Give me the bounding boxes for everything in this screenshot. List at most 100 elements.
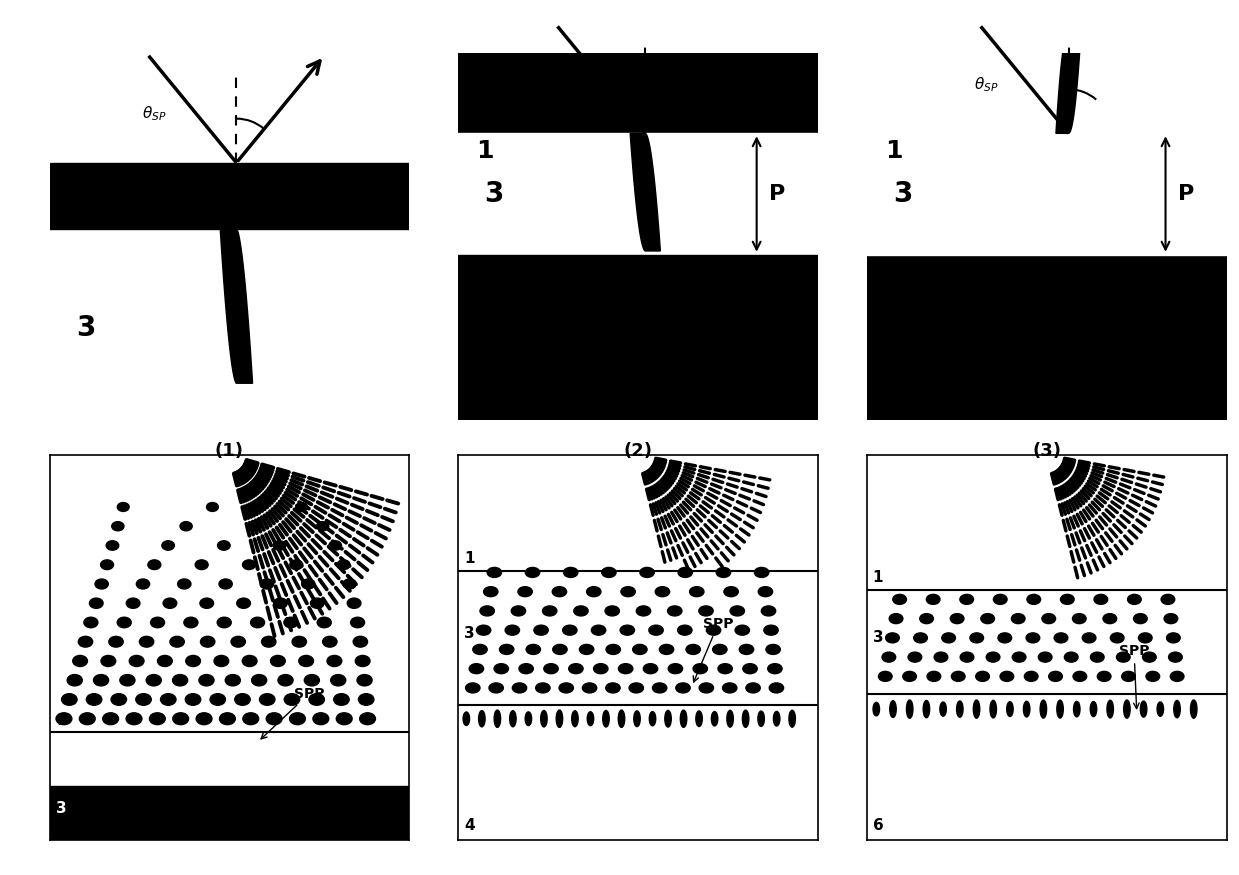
Ellipse shape <box>322 636 337 648</box>
Ellipse shape <box>986 652 1000 662</box>
Ellipse shape <box>923 701 929 717</box>
Ellipse shape <box>908 652 922 662</box>
Text: $\theta_{SP}$: $\theta_{SP}$ <box>141 105 166 123</box>
Ellipse shape <box>225 803 232 816</box>
Ellipse shape <box>678 567 693 578</box>
Ellipse shape <box>479 606 494 616</box>
Ellipse shape <box>161 694 176 705</box>
Ellipse shape <box>201 636 214 648</box>
Ellipse shape <box>1057 700 1063 718</box>
Ellipse shape <box>1142 652 1156 662</box>
Bar <box>50 786 409 840</box>
Text: (3): (3) <box>1032 442 1062 460</box>
Ellipse shape <box>278 675 294 686</box>
Ellipse shape <box>606 644 621 654</box>
Ellipse shape <box>112 522 124 531</box>
Ellipse shape <box>85 803 92 816</box>
Ellipse shape <box>668 606 681 616</box>
Ellipse shape <box>299 655 313 667</box>
Ellipse shape <box>136 579 150 589</box>
Ellipse shape <box>252 675 266 686</box>
Ellipse shape <box>556 710 563 727</box>
Ellipse shape <box>553 644 567 654</box>
Ellipse shape <box>87 694 102 705</box>
Ellipse shape <box>878 671 892 682</box>
Ellipse shape <box>634 710 641 726</box>
Ellipse shape <box>112 694 126 705</box>
Ellipse shape <box>668 663 683 674</box>
Ellipse shape <box>1103 613 1116 624</box>
Ellipse shape <box>1191 700 1197 718</box>
Ellipse shape <box>240 804 247 816</box>
Ellipse shape <box>997 633 1012 643</box>
Ellipse shape <box>250 617 265 627</box>
Ellipse shape <box>1168 652 1182 662</box>
Ellipse shape <box>1061 594 1074 605</box>
Ellipse shape <box>284 694 300 705</box>
Ellipse shape <box>1146 671 1160 682</box>
Ellipse shape <box>316 522 328 531</box>
Ellipse shape <box>893 594 907 605</box>
Ellipse shape <box>1140 701 1147 717</box>
Ellipse shape <box>712 644 727 654</box>
Ellipse shape <box>957 701 963 717</box>
Ellipse shape <box>260 579 274 589</box>
Text: 3: 3 <box>893 180 913 208</box>
Ellipse shape <box>78 636 93 648</box>
Ellipse shape <box>186 694 201 705</box>
Ellipse shape <box>873 703 880 716</box>
Ellipse shape <box>659 644 674 654</box>
Ellipse shape <box>693 663 707 674</box>
Ellipse shape <box>1027 594 1041 605</box>
Ellipse shape <box>580 644 593 654</box>
Ellipse shape <box>95 579 108 589</box>
Ellipse shape <box>1064 652 1078 662</box>
Ellipse shape <box>1094 594 1108 605</box>
Ellipse shape <box>353 636 368 648</box>
Ellipse shape <box>743 663 757 674</box>
Ellipse shape <box>643 663 658 674</box>
Ellipse shape <box>147 560 161 570</box>
Ellipse shape <box>193 802 201 817</box>
Ellipse shape <box>296 502 307 511</box>
Ellipse shape <box>724 586 738 597</box>
Ellipse shape <box>766 644 781 654</box>
Ellipse shape <box>1167 633 1181 643</box>
Ellipse shape <box>463 712 470 725</box>
Ellipse shape <box>302 803 309 816</box>
Bar <box>50 163 409 229</box>
Ellipse shape <box>519 663 533 674</box>
Text: SPP: SPP <box>261 687 325 738</box>
Ellipse shape <box>593 663 608 674</box>
Ellipse shape <box>478 710 486 727</box>
Ellipse shape <box>942 633 955 643</box>
Ellipse shape <box>336 713 352 724</box>
Ellipse shape <box>364 803 370 816</box>
Text: SPP: SPP <box>1119 644 1150 709</box>
Ellipse shape <box>56 713 72 724</box>
Ellipse shape <box>1173 700 1181 717</box>
Ellipse shape <box>742 710 748 727</box>
Ellipse shape <box>217 617 232 627</box>
Text: 1: 1 <box>885 139 903 163</box>
Ellipse shape <box>489 682 503 693</box>
Ellipse shape <box>157 655 172 667</box>
Ellipse shape <box>952 671 965 682</box>
Ellipse shape <box>1073 671 1087 682</box>
Ellipse shape <box>230 636 245 648</box>
Ellipse shape <box>309 694 325 705</box>
Text: 4: 4 <box>463 818 475 833</box>
Ellipse shape <box>699 606 714 616</box>
Ellipse shape <box>219 579 232 589</box>
Text: 1: 1 <box>56 713 67 728</box>
Text: P: P <box>769 184 786 204</box>
Ellipse shape <box>960 594 974 605</box>
Ellipse shape <box>513 682 527 693</box>
Ellipse shape <box>976 671 990 682</box>
Bar <box>458 705 818 840</box>
Ellipse shape <box>139 636 154 648</box>
Ellipse shape <box>618 663 633 674</box>
Text: 3: 3 <box>56 801 67 816</box>
Ellipse shape <box>225 675 240 686</box>
Ellipse shape <box>690 586 704 597</box>
